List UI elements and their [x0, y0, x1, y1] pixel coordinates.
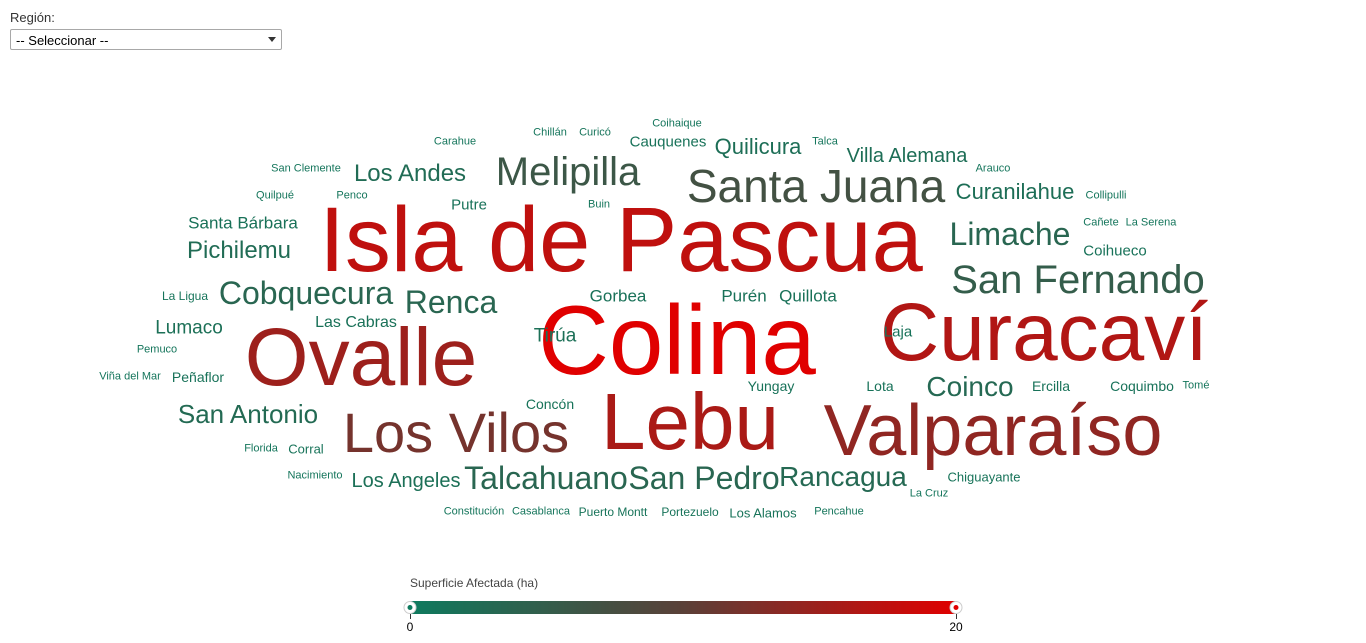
- word-cloud-term[interactable]: Putre: [451, 196, 487, 214]
- word-cloud-term[interactable]: Purén: [721, 286, 767, 306]
- word-cloud-term[interactable]: Coihaique: [652, 117, 702, 130]
- word-cloud-term[interactable]: San Antonio: [177, 399, 319, 429]
- word-cloud-term[interactable]: Peñaflor: [171, 369, 225, 385]
- word-cloud-term[interactable]: Quillota: [779, 286, 837, 306]
- word-cloud-term[interactable]: Los Vilos: [342, 401, 570, 464]
- word-cloud-term[interactable]: San Pedro: [628, 460, 780, 496]
- word-cloud-term[interactable]: Corral: [288, 441, 324, 457]
- word-cloud-term[interactable]: Buin: [587, 198, 611, 211]
- word-cloud-term[interactable]: Santa Juana: [686, 160, 946, 212]
- word-cloud-term[interactable]: Talca: [812, 135, 838, 148]
- word-cloud-term[interactable]: Arauco: [975, 162, 1011, 175]
- word-cloud-term[interactable]: Pichilemu: [186, 237, 292, 264]
- word-cloud-term[interactable]: Tirúa: [533, 325, 577, 347]
- word-cloud-term[interactable]: Quilicura: [714, 134, 802, 159]
- word-cloud-term[interactable]: La Cruz: [909, 487, 949, 500]
- word-cloud-term[interactable]: San Clemente: [271, 162, 341, 175]
- word-cloud-term[interactable]: Coquimbo: [1110, 378, 1174, 394]
- word-cloud-term[interactable]: Cañete: [1083, 216, 1119, 229]
- word-cloud-term[interactable]: Constitución: [443, 505, 505, 518]
- word-cloud-term[interactable]: Las Cabras: [315, 314, 397, 331]
- word-cloud-term[interactable]: Cobquecura: [218, 275, 394, 311]
- word-cloud-term[interactable]: Florida: [244, 442, 278, 455]
- word-cloud-term[interactable]: Coinco: [926, 371, 1014, 402]
- word-cloud-term[interactable]: Lota: [866, 378, 894, 394]
- word-cloud-term[interactable]: Curicó: [579, 126, 611, 139]
- word-cloud-term[interactable]: Tomé: [1182, 379, 1210, 392]
- word-cloud-term[interactable]: Chillán: [533, 126, 567, 139]
- word-cloud-term[interactable]: Los Andes: [353, 160, 467, 187]
- word-cloud-term[interactable]: Talcahuano: [464, 460, 628, 496]
- legend-min-handle[interactable]: [403, 601, 417, 614]
- word-cloud-term[interactable]: Ercilla: [1031, 378, 1071, 394]
- word-cloud-term[interactable]: Limache: [949, 216, 1071, 252]
- word-cloud-term[interactable]: Cauquenes: [629, 133, 707, 151]
- word-cloud-term[interactable]: Villa Alemana: [846, 145, 968, 167]
- word-cloud-term[interactable]: Curanilahue: [955, 179, 1075, 204]
- word-cloud-term[interactable]: Laja: [883, 323, 913, 341]
- word-cloud-term[interactable]: Lebu: [601, 377, 779, 466]
- word-cloud-term[interactable]: Valparaíso: [823, 391, 1163, 471]
- region-select[interactable]: -- Seleccionar --: [10, 29, 282, 50]
- word-cloud-term[interactable]: Coihueco: [1083, 242, 1147, 260]
- legend-max-handle[interactable]: [949, 601, 963, 614]
- word-cloud-term[interactable]: Lumaco: [155, 317, 223, 339]
- word-cloud-term[interactable]: Melipilla: [495, 150, 641, 194]
- word-cloud-term[interactable]: Quilpué: [256, 189, 294, 202]
- word-cloud-term[interactable]: La Ligua: [161, 289, 209, 303]
- word-cloud-term[interactable]: Isla de Pascua: [319, 189, 923, 291]
- word-cloud-term[interactable]: Gorbea: [589, 286, 647, 306]
- word-cloud-term[interactable]: Colina: [538, 285, 816, 395]
- legend-tick-max: [956, 614, 957, 619]
- region-label: Región:: [10, 10, 55, 25]
- word-cloud-term[interactable]: Penco: [336, 189, 368, 202]
- legend-min-label: 0: [406, 620, 414, 634]
- word-cloud-term[interactable]: La Serena: [1125, 216, 1177, 229]
- word-cloud-term[interactable]: Concón: [525, 396, 575, 412]
- word-cloud-term[interactable]: Portezuelo: [661, 505, 719, 519]
- word-cloud-term[interactable]: Renca: [404, 284, 498, 320]
- legend-max-label: 20: [949, 620, 963, 634]
- word-cloud-term[interactable]: Casablanca: [511, 505, 571, 518]
- legend-tick-min: [410, 614, 411, 619]
- word-cloud-term[interactable]: Pencahue: [814, 505, 864, 518]
- word-cloud-term[interactable]: Chiguayante: [947, 469, 1021, 485]
- region-select-value: -- Seleccionar --: [16, 33, 109, 48]
- word-cloud-term[interactable]: Collipulli: [1085, 189, 1127, 202]
- word-cloud: Colina Isla de Pascua Curacaví Lebu Ovalle Va…: [99, 117, 1210, 521]
- word-cloud-term[interactable]: Yungay: [747, 378, 795, 394]
- word-cloud-term[interactable]: Viña del Mar: [99, 370, 161, 383]
- word-cloud-term[interactable]: Puerto Montt: [578, 505, 648, 519]
- word-cloud-term[interactable]: Nacimiento: [287, 469, 343, 482]
- legend-title: Superficie Afectada (ha): [410, 576, 539, 590]
- chevron-down-icon: [268, 37, 276, 42]
- word-cloud-term[interactable]: Curacaví: [879, 287, 1209, 378]
- word-cloud-term[interactable]: Santa Bárbara: [188, 213, 298, 233]
- word-cloud-term[interactable]: Pemuco: [136, 343, 178, 356]
- legend-gradient-bar: [410, 601, 956, 614]
- word-cloud-term[interactable]: Ovalle: [244, 312, 478, 403]
- word-cloud-term[interactable]: Los Alamos: [729, 505, 797, 521]
- word-cloud-term[interactable]: Carahue: [433, 135, 477, 148]
- word-cloud-term[interactable]: Los Angeles: [351, 470, 461, 492]
- word-cloud-term[interactable]: Rancagua: [779, 461, 907, 492]
- word-cloud-term[interactable]: San Fernando: [951, 258, 1205, 302]
